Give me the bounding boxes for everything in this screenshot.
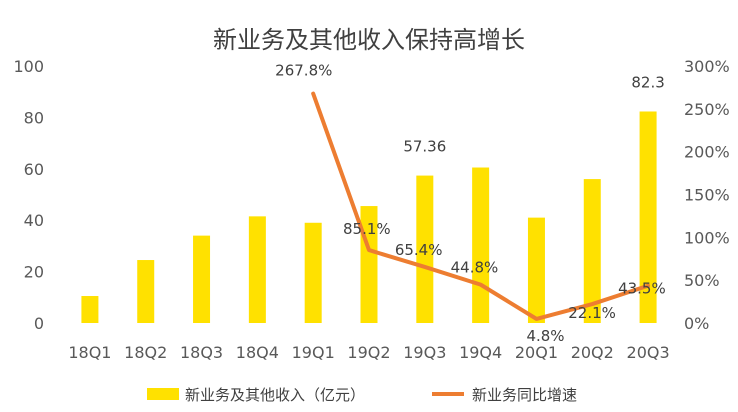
bar-18Q2 bbox=[137, 260, 155, 323]
y-axis-left: 0 20 40 60 80 100 bbox=[13, 57, 44, 333]
y-right-tick: 0% bbox=[684, 314, 709, 333]
data-labels: 267.8% 85.1%65.4% 44.8% 4.8%22.1%43.5% 57.36… bbox=[275, 62, 666, 345]
y-right-tick: 150% bbox=[684, 186, 730, 205]
line-label-20Q1: 4.8% bbox=[526, 327, 564, 345]
bar-19Q4 bbox=[472, 167, 490, 323]
x-tick-19Q3: 19Q3 bbox=[403, 343, 446, 362]
x-tick-20Q1: 20Q1 bbox=[515, 343, 558, 362]
bar-18Q3 bbox=[193, 235, 211, 323]
x-tick-18Q3: 18Q3 bbox=[180, 343, 223, 362]
y-right-tick: 200% bbox=[684, 143, 730, 162]
growth-line bbox=[311, 91, 651, 321]
growth-line-series bbox=[311, 91, 651, 321]
bar-19Q1 bbox=[304, 222, 322, 323]
y-left-tick: 0 bbox=[34, 314, 44, 333]
y-right-tick: 250% bbox=[684, 100, 730, 119]
line-label-19Q3: 65.4% bbox=[395, 241, 443, 259]
x-tick-19Q2: 19Q2 bbox=[347, 343, 390, 362]
chart-title: 新业务及其他收入保持高增长 bbox=[213, 26, 525, 54]
legend-bar-label: 新业务及其他收入（亿元） bbox=[185, 386, 365, 404]
x-tick-19Q1: 19Q1 bbox=[292, 343, 335, 362]
x-tick-18Q4: 18Q4 bbox=[236, 343, 279, 362]
bar-series bbox=[81, 111, 657, 323]
line-label-19Q2: 85.1% bbox=[343, 220, 391, 238]
bar-label-19Q3: 57.36 bbox=[403, 138, 446, 156]
y-left-tick: 20 bbox=[24, 263, 44, 282]
y-right-tick: 100% bbox=[684, 228, 730, 247]
bar-label-20Q3: 82.3 bbox=[631, 73, 664, 91]
x-tick-18Q2: 18Q2 bbox=[124, 343, 167, 362]
legend-bar-swatch bbox=[147, 388, 179, 400]
x-tick-20Q3: 20Q3 bbox=[627, 343, 670, 362]
x-axis: 18Q1 18Q2 18Q3 18Q4 19Q1 19Q2 19Q3 19Q4 20Q1 20Q2… bbox=[68, 343, 669, 362]
line-label-20Q2: 22.1% bbox=[568, 304, 616, 322]
y-right-tick: 50% bbox=[684, 271, 720, 290]
bar-18Q1 bbox=[81, 296, 99, 323]
legend-line-label: 新业务同比增速 bbox=[472, 386, 577, 404]
legend: 新业务及其他收入（亿元） 新业务同比增速 bbox=[147, 386, 577, 404]
y-left-tick: 60 bbox=[24, 160, 44, 179]
y-left-tick: 100 bbox=[13, 57, 44, 76]
bar-20Q1 bbox=[527, 217, 545, 323]
bar-18Q4 bbox=[248, 216, 266, 323]
line-label-19Q1: 267.8% bbox=[275, 62, 332, 80]
bar-20Q3 bbox=[639, 111, 657, 323]
bar-19Q3 bbox=[416, 175, 434, 323]
line-label-20Q3: 43.5% bbox=[618, 280, 666, 298]
y-left-tick: 80 bbox=[24, 108, 44, 127]
y-axis-right: 0% 50% 100% 150% 200% 250% 300% bbox=[684, 57, 730, 333]
x-tick-18Q1: 18Q1 bbox=[68, 343, 111, 362]
y-right-tick: 300% bbox=[684, 57, 730, 76]
y-left-tick: 40 bbox=[24, 211, 44, 230]
line-label-19Q4: 44.8% bbox=[451, 259, 499, 277]
x-tick-19Q4: 19Q4 bbox=[459, 343, 502, 362]
bar-20Q2 bbox=[583, 179, 601, 323]
x-tick-20Q2: 20Q2 bbox=[571, 343, 614, 362]
